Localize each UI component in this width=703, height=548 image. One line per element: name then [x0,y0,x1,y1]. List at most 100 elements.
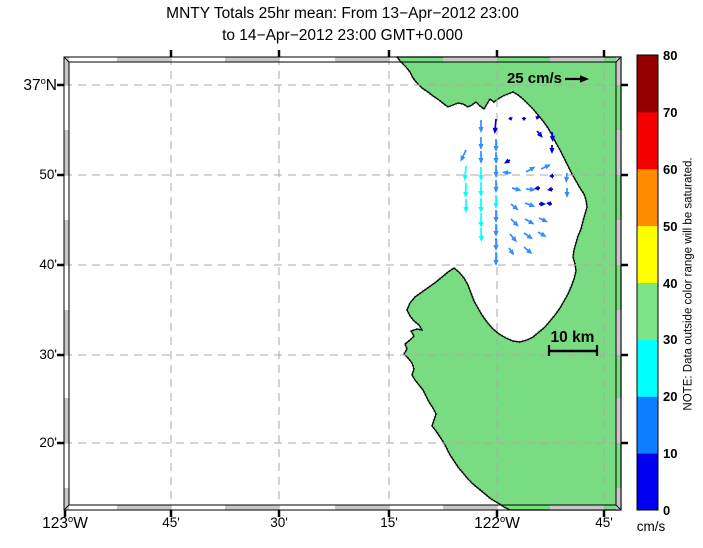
colorbar [636,54,659,511]
current-vector [509,233,518,243]
y-tick-mark [57,263,64,267]
current-vector [493,224,499,237]
current-vector [510,203,519,211]
current-vector [564,172,570,183]
current-vector [540,164,551,170]
current-vector [547,186,554,192]
current-vector [539,201,546,207]
x-tick-mark [495,510,499,517]
current-vector [537,231,547,237]
y-tick-mark [57,441,64,445]
current-vector [493,195,499,209]
x-axis-tick-label: 45' [162,515,180,530]
colorbar-tick-label: 60 [663,161,678,177]
x-tick-mark [277,50,281,57]
current-vector [524,202,536,208]
current-vector [510,218,519,227]
y-tick-mark [621,263,628,267]
figure-title-line1: MNTY Totals 25hr mean: From 13−Apr−2012 … [166,5,519,22]
current-vector [493,238,499,251]
x-axis-tick-label: 30' [270,515,288,530]
current-vector [534,185,541,191]
graticule [64,57,621,510]
colorbar-segment [637,339,658,397]
x-axis-tick-label: 15' [380,515,398,530]
x-tick-mark [602,510,606,517]
y-tick-mark [621,441,628,445]
current-vector [549,145,555,154]
figure-title-line2: to 14−Apr−2012 23:00 GMT+0.000 [222,27,463,44]
colorbar-tick-label: 10 [663,446,678,462]
map-frame [57,50,628,517]
current-vector [478,227,484,242]
colorbar-segment [637,55,658,113]
reference-vector-arrow [565,75,589,83]
current-vector [462,165,468,181]
y-tick-mark [57,173,64,177]
current-vector [549,131,555,142]
current-vector [502,170,512,176]
current-vector [525,166,536,173]
y-axis-tick-label: 30' [39,347,57,362]
x-axis-tick-label: 122oW [474,514,520,533]
y-tick-mark [621,83,628,87]
colorbar-tick-label: 20 [663,389,678,405]
y-tick-mark [621,353,628,357]
colorbar-segment [637,168,658,227]
current-vector [523,232,534,240]
x-tick-mark [602,50,606,57]
y-tick-mark [57,353,64,357]
colorbar-tick-label: 40 [663,275,678,291]
colorbar-segment [637,396,658,454]
current-vector [478,167,484,181]
current-vector [493,139,499,152]
y-axis-tick-label: 50' [39,167,57,182]
current-vector [478,198,484,213]
current-vector [460,149,467,162]
current-vector [525,186,536,192]
current-vector [536,130,543,138]
current-vector [493,165,499,178]
x-tick-mark [63,510,67,517]
current-vector [546,201,553,207]
current-vector [521,117,527,121]
x-axis-tick-label: 123oW [42,514,88,533]
x-tick-mark [169,50,173,57]
y-axis-tick-label: 40' [39,257,57,272]
x-tick-mark [277,510,281,517]
scale-bar [547,345,599,356]
current-vector [503,158,511,164]
current-vector [507,116,513,121]
current-vector [508,247,515,256]
current-vector [493,252,499,266]
current-vector [478,137,484,150]
current-vector [478,151,484,164]
x-axis-tick-label: 45' [595,515,613,530]
current-vector [478,213,484,228]
y-axis-tick-label: 37oN [23,76,57,95]
x-tick-mark [495,50,499,57]
colorbar-segment [637,111,658,170]
current-vector [478,182,484,197]
reference-vector-label: 25 cm/s [506,70,562,87]
y-tick-mark [621,173,628,177]
current-vector [463,182,469,198]
y-tick-mark [57,83,64,87]
current-vector [524,218,535,225]
colorbar-units-label: cm/s [636,519,666,534]
colorbar-tick-label: 30 [663,332,678,348]
current-vector [463,199,469,213]
current-vector [523,246,533,255]
colorbar-segment [637,453,658,511]
scale-bar-label: 10 km [550,329,595,346]
current-vector [511,186,522,192]
y-axis-tick-label: 20' [39,435,57,450]
colorbar-tick-label: 70 [663,104,678,120]
colorbar-tick-label: 0 [663,503,671,518]
x-tick-mark [169,510,173,517]
current-vector [493,210,499,223]
x-tick-mark [387,510,391,517]
colorbar-segment [637,282,658,340]
